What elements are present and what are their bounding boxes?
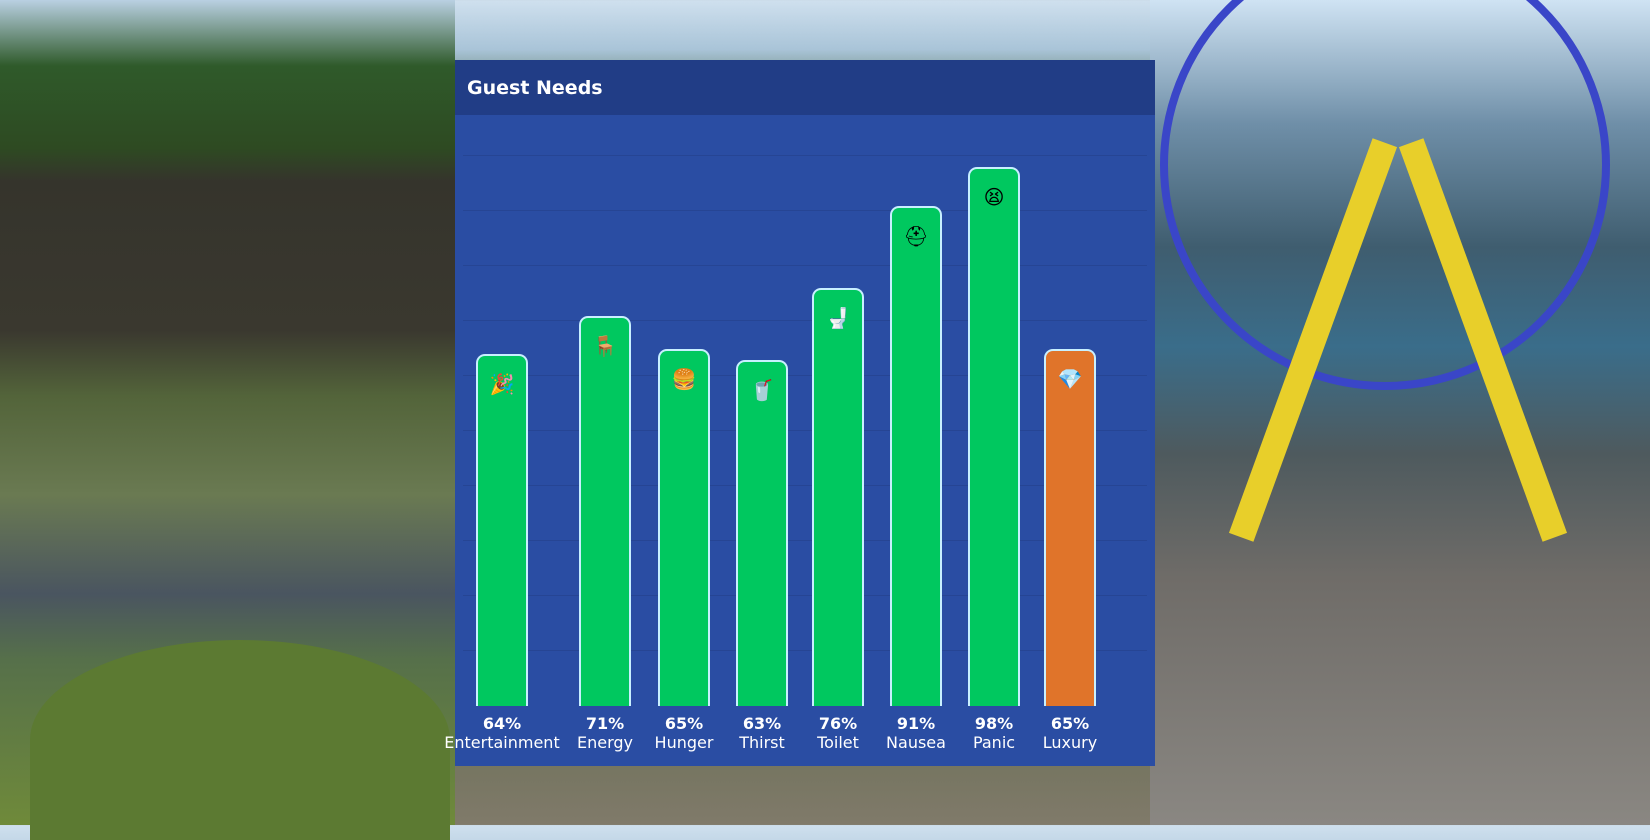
gridline (463, 155, 1147, 156)
bar-label: 64% Entertainment (442, 714, 562, 752)
bar-energy: 🪑 (579, 315, 631, 706)
bar-label: 63% Thirst (702, 714, 822, 752)
gridline (463, 540, 1147, 541)
value-label: 71% (585, 714, 625, 733)
value-label: 65% (664, 714, 704, 733)
gridline (463, 650, 1147, 651)
ferris-wheel (1160, 0, 1610, 390)
bar-toilet: 🚽 (812, 288, 864, 706)
gridline (463, 210, 1147, 211)
guest-needs-panel: Guest Needs 🎉 🪑 🍔 🥤 🚽 ⛑ 😫 💎 64% Entertainment 71%… (444, 60, 1155, 766)
panel-header: Guest Needs (455, 60, 1155, 115)
mossy-rock (30, 640, 450, 840)
value-label: 63% (742, 714, 782, 733)
value-label: 76% (818, 714, 858, 733)
bar-entertainment: 🎉 (476, 354, 528, 706)
gridline (463, 375, 1147, 376)
category-label: Thirst (739, 733, 785, 752)
diamond-icon: 💎 (1057, 366, 1083, 391)
drink-cup-icon: 🥤 (749, 377, 775, 402)
gridline (463, 430, 1147, 431)
toilet-icon: 🚽 (825, 306, 851, 330)
bar-chart: 🎉 🪑 🍔 🥤 🚽 ⛑ 😫 💎 (463, 128, 1147, 706)
category-label: Entertainment (444, 733, 560, 752)
value-label: 98% (974, 714, 1014, 733)
bar-luxury: 💎 (1044, 348, 1096, 706)
value-label: 64% (482, 714, 522, 733)
gridline (463, 320, 1147, 321)
bar-label: 98% Panic (934, 714, 1054, 752)
category-label: Energy (576, 733, 633, 752)
burger-icon: 🍔 (671, 366, 697, 391)
category-label: Luxury (1042, 733, 1098, 752)
category-label: Nausea (886, 733, 946, 752)
bar-nausea: ⛑ (890, 205, 942, 706)
gridline (463, 265, 1147, 266)
panel-title: Guest Needs (467, 76, 603, 99)
category-label: Panic (972, 733, 1016, 752)
first-aid-kit-icon: ⛑ (903, 223, 929, 248)
category-label: Hunger (654, 733, 714, 752)
bar-label: 91% Nausea (856, 714, 976, 752)
gridline (463, 485, 1147, 486)
value-label: 65% (1050, 714, 1090, 733)
gridline (463, 595, 1147, 596)
bar-label: 65% Luxury (1010, 714, 1130, 752)
bar-panic: 😫 (968, 167, 1020, 706)
bar-thirst: 🥤 (736, 359, 788, 706)
scared-face-icon: 😫 (983, 185, 1005, 209)
bar-hunger: 🍔 (658, 348, 710, 706)
bar-label: 65% Hunger (624, 714, 744, 752)
bench-icon: 🪑 (592, 333, 618, 358)
category-label: Toilet (817, 733, 859, 752)
value-label: 91% (896, 714, 936, 733)
bar-label: 71% Energy (545, 714, 665, 752)
bar-label: 76% Toilet (778, 714, 898, 752)
party-popper-icon: 🎉 (489, 372, 515, 396)
